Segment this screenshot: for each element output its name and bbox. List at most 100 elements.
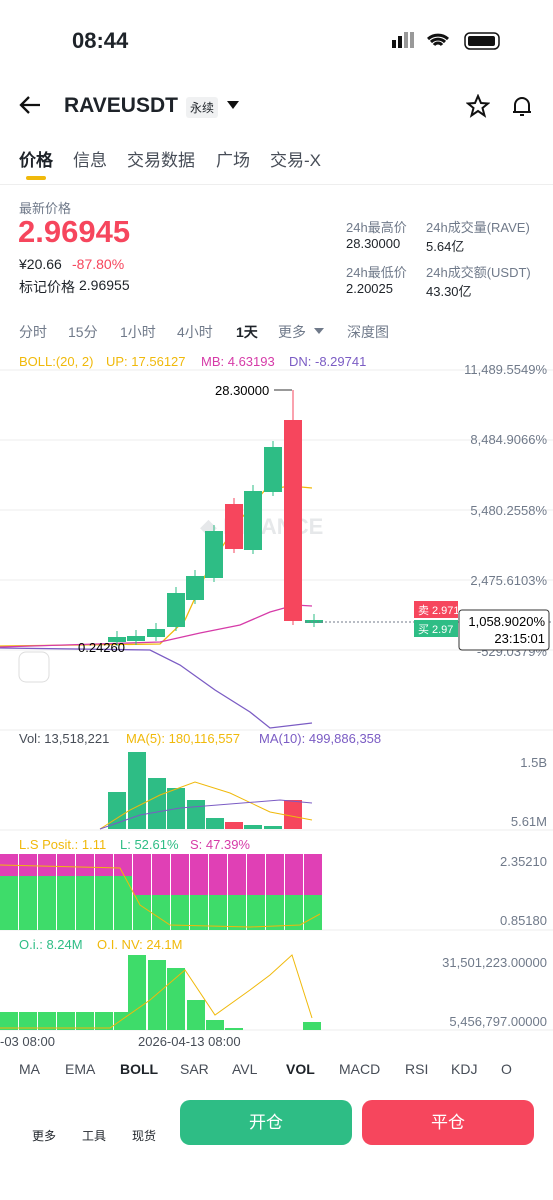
long-bar — [57, 876, 75, 930]
legend: O.i.: 8.24M — [19, 937, 83, 952]
legend: O.I. NV: 24.1M — [97, 937, 183, 952]
tab[interactable]: 广场 — [216, 151, 250, 170]
sell: 卖 — [418, 604, 429, 617]
tab[interactable]: 信息 — [73, 151, 107, 170]
high-label: 28.30000 — [215, 383, 269, 398]
oi-bar — [0, 1012, 18, 1030]
boll-dn — [0, 647, 313, 729]
volume-bar — [128, 752, 146, 829]
open-button[interactable]: 开仓 — [180, 1100, 352, 1145]
tab[interactable]: 价格 — [19, 151, 53, 170]
short-bar — [304, 854, 322, 895]
indicator[interactable]: RSI — [405, 1061, 429, 1077]
tag: 永续 — [186, 97, 219, 118]
legend: L.S Posit.: 1.11 — [19, 837, 106, 852]
status-icons — [392, 32, 500, 50]
axis-label: 2,475.6103% — [470, 573, 547, 588]
short-bar — [285, 854, 303, 895]
indicator[interactable]: SAR — [180, 1061, 209, 1077]
volume-bar — [264, 826, 282, 829]
legend: MB: 4.63193 — [201, 354, 275, 369]
oi-line — [0, 954, 313, 1029]
x-label: 2026-04-13 08:00 — [138, 1034, 241, 1049]
long-bar — [190, 895, 208, 930]
interval[interactable]: 深度图 — [347, 324, 389, 340]
star[interactable] — [466, 94, 490, 118]
back[interactable] — [18, 93, 42, 117]
stat-value: 2.20025 — [346, 281, 393, 296]
long-bar — [228, 895, 246, 930]
interval[interactable]: 15分 — [68, 324, 98, 340]
legend: MA(5): 180,116,557 — [126, 731, 240, 746]
caret — [314, 328, 324, 334]
legend: BOLL:(20, 2) — [19, 354, 93, 369]
short-bar — [19, 854, 37, 876]
interval[interactable]: 1小时 — [120, 324, 156, 340]
short-bar — [247, 854, 265, 895]
tab[interactable]: 交易数据 — [127, 151, 195, 170]
legend: UP: 17.56127 — [106, 354, 186, 369]
axis-label: 2.35210 — [500, 854, 547, 869]
sell-box — [414, 601, 458, 618]
symbol[interactable]: RAVEUSDT — [64, 94, 178, 117]
indicator[interactable]: KDJ — [451, 1061, 478, 1077]
short-bar — [57, 854, 75, 876]
oi-bar — [225, 1028, 243, 1030]
vol-ma5 — [99, 781, 313, 830]
interval[interactable]: 1天 — [236, 324, 258, 340]
oi-bar — [114, 1012, 132, 1030]
axis-label: 8,484.9066% — [470, 432, 547, 447]
oi-bar — [128, 955, 146, 1030]
sell-price: 2.9712 — [432, 605, 466, 617]
long-bar — [247, 895, 265, 930]
indicator[interactable]: O — [501, 1061, 512, 1077]
long-bar — [209, 895, 227, 930]
stat-label: 24h成交量(RAVE) — [426, 220, 530, 235]
legend: L: 52.61% — [120, 837, 179, 852]
volume-bar — [206, 818, 224, 829]
long-bar — [95, 876, 113, 930]
candle — [205, 531, 223, 578]
short-bar — [266, 854, 284, 895]
tool[interactable]: 更多 — [32, 1129, 57, 1143]
short-bar — [190, 854, 208, 895]
interval[interactable]: 分时 — [19, 324, 47, 340]
oi-bar — [57, 1012, 75, 1030]
bell[interactable] — [510, 94, 534, 118]
interval[interactable]: 更多 — [278, 324, 306, 340]
indicator[interactable]: MA — [19, 1061, 40, 1077]
tool[interactable]: 现货 — [132, 1129, 157, 1143]
long-bar — [114, 876, 132, 930]
indicator[interactable]: VOL — [286, 1061, 315, 1077]
long-bar — [285, 895, 303, 930]
dropdown[interactable] — [226, 100, 240, 110]
expand-icon — [18, 651, 50, 683]
indicator[interactable]: EMA — [65, 1061, 96, 1077]
oi-bar — [167, 968, 185, 1030]
stat-label: 24h最高价 — [346, 220, 407, 235]
indicator[interactable]: AVL — [232, 1061, 258, 1077]
axis-label: 1.5B — [520, 755, 547, 770]
close-button[interactable]: 平仓 — [362, 1100, 534, 1145]
tool[interactable]: 工具 — [82, 1129, 107, 1143]
candle — [108, 637, 126, 642]
long-bar — [76, 876, 94, 930]
long-bar — [133, 895, 151, 930]
indicator[interactable]: BOLL — [120, 1061, 159, 1077]
short-bar — [95, 854, 113, 876]
volume-bar — [187, 800, 205, 829]
current-box — [458, 609, 550, 651]
mark-price: 2.96955 — [79, 277, 130, 293]
stat-label: 24h成交额(USDT) — [426, 265, 531, 280]
low-label: 0.24260 — [78, 640, 125, 655]
candle — [284, 420, 302, 621]
stat-value: 43.30亿 — [426, 284, 472, 299]
indicator[interactable]: MACD — [339, 1061, 381, 1077]
tab[interactable]: 交易-X — [270, 151, 321, 170]
price-label: 最新价格 — [19, 201, 72, 216]
cny: ¥20.66 — [19, 256, 62, 272]
interval[interactable]: 4小时 — [177, 324, 213, 340]
current-pct: 1,058.9020% — [468, 614, 545, 629]
